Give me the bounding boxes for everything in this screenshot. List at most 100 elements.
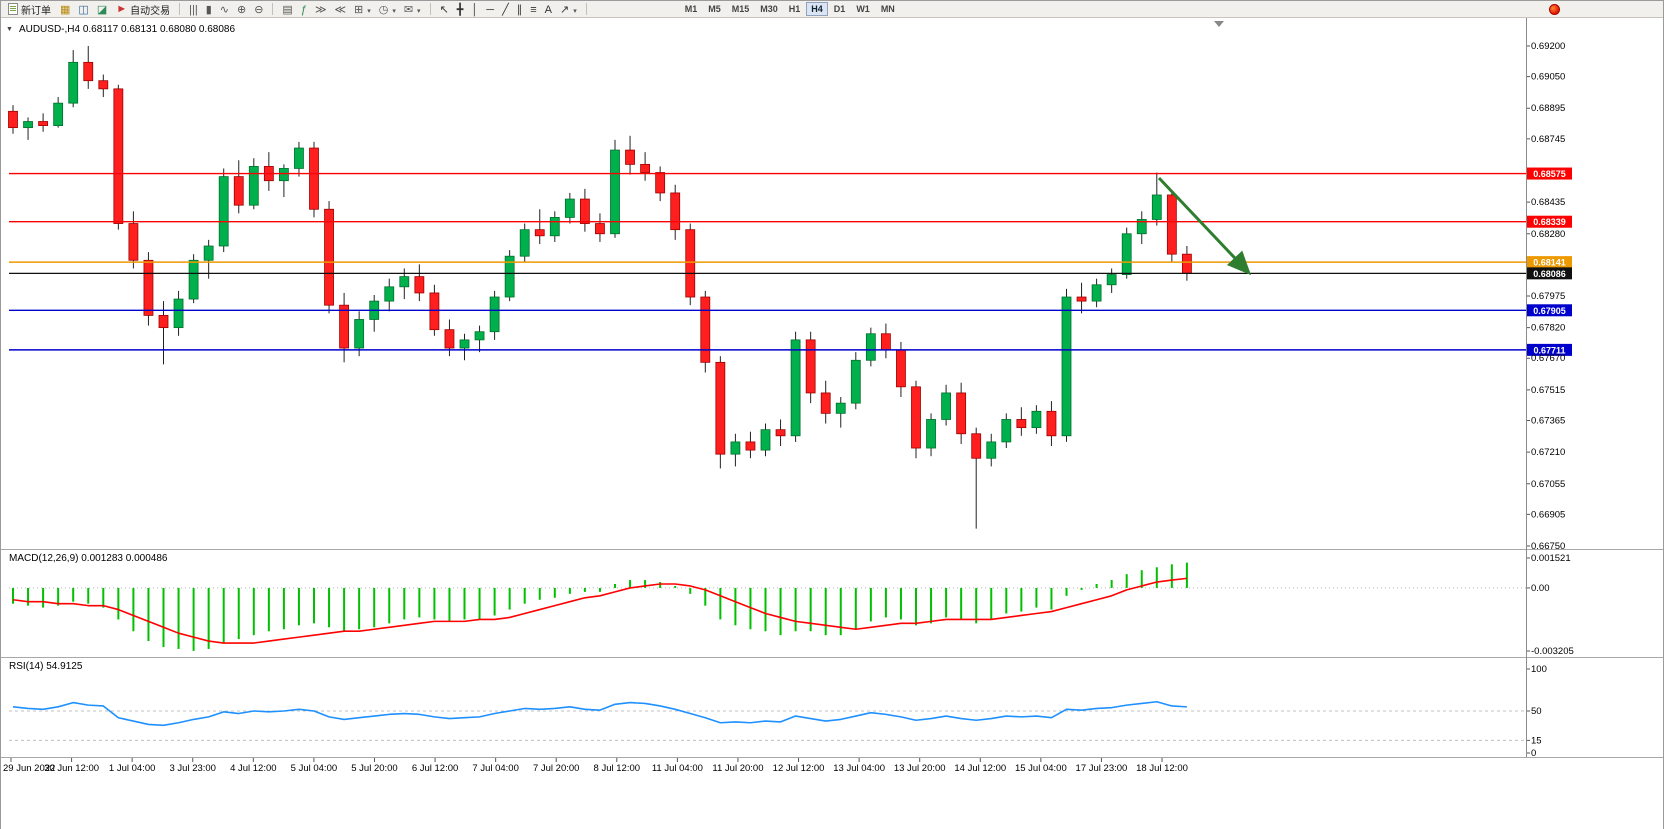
toolbar-separator — [179, 3, 181, 15]
svg-text:6 Jul 12:00: 6 Jul 12:00 — [412, 763, 458, 774]
crosshair-button[interactable]: ╋ — [453, 3, 468, 18]
indicators-button[interactable]: ƒ — [297, 3, 311, 18]
collapse-chart-icon[interactable]: ▼ — [6, 26, 13, 33]
price-badge-0.67905 — [1527, 304, 1572, 317]
line-chart-button[interactable]: ∿ — [216, 3, 233, 18]
svg-text:17 Jul 23:00: 17 Jul 23:00 — [1076, 763, 1128, 774]
vertical-line-button[interactable]: │ — [467, 3, 482, 18]
toolbar-separator — [429, 3, 431, 15]
time-axis[interactable] — [1, 757, 1663, 783]
arrows-caret-icon[interactable]: ▾ — [573, 7, 577, 15]
svg-text:100: 100 — [1531, 664, 1547, 675]
macd-signal-line — [12, 577, 1187, 644]
timeframe-M1-button[interactable]: M1 — [680, 2, 703, 16]
price-axis-column[interactable] — [1526, 18, 1663, 757]
svg-text:0.67975: 0.67975 — [1531, 291, 1565, 302]
price-axis[interactable]: 0.69200 0.69050 0.68895 0.68745 0.68435 0.682… — [1526, 41, 1565, 552]
svg-text:11 Jul 20:00: 11 Jul 20:00 — [712, 763, 763, 774]
templates-caret-icon[interactable]: ▾ — [367, 7, 371, 15]
svg-text:0.68895: 0.68895 — [1531, 103, 1565, 114]
data-window-button[interactable]: ◫ — [74, 3, 92, 18]
text-icon: A — [544, 4, 552, 16]
zoom-in-icon: ⊕ — [236, 4, 247, 16]
svg-text:0.69050: 0.69050 — [1531, 72, 1565, 83]
tile-windows-icon: ▤ — [282, 4, 293, 16]
svg-text:0.67820: 0.67820 — [1531, 323, 1565, 334]
rsi-panel[interactable] — [1, 658, 1526, 757]
main-chart-plot[interactable] — [1, 18, 1526, 549]
toolbar-right — [1549, 3, 1560, 15]
chart-area[interactable]: 0.68575 0.68339 0.68141 0.68086 0.67905 0.677… — [1, 18, 1663, 829]
crosshair-icon: ╋ — [456, 4, 464, 16]
macd-panel[interactable] — [1, 550, 1526, 657]
rsi-line — [12, 700, 1187, 727]
fibonacci-button[interactable]: ≡ — [526, 3, 540, 18]
tile-windows-button[interactable]: ▤ — [278, 3, 296, 18]
templates-icon: ⊞ — [353, 4, 364, 16]
navigator-button[interactable]: ◪ — [93, 3, 111, 18]
chart-shift-button[interactable]: ≪ — [330, 3, 350, 18]
svg-text:0.68086: 0.68086 — [1533, 269, 1566, 279]
trend-arrow[interactable] — [1157, 176, 1252, 276]
alerts-mail-button[interactable]: ✉ ▾ — [400, 3, 425, 18]
cursor-button[interactable]: ↖ — [436, 3, 453, 18]
svg-text:0.68339: 0.68339 — [1533, 217, 1566, 227]
timeframe-W1-button[interactable]: W1 — [851, 2, 875, 16]
new-order-button[interactable]: 新订单 — [4, 2, 55, 17]
svg-text:29 Jun 2022: 29 Jun 2022 — [3, 763, 55, 774]
svg-text:50: 50 — [1531, 706, 1542, 717]
price-badge-0.68575 — [1527, 167, 1572, 180]
templates-button[interactable]: ⊞ ▾ — [350, 3, 375, 18]
auto-scroll-button[interactable]: ≫ — [311, 3, 331, 18]
bar-chart-button[interactable]: ||| — [185, 3, 202, 18]
horizontal-line-button[interactable]: ─ — [482, 3, 498, 18]
trendline-button[interactable]: ╱ — [498, 3, 513, 18]
timeframe-H4-button[interactable]: H4 — [806, 2, 828, 16]
svg-text:12 Jul 12:00: 12 Jul 12:00 — [773, 763, 825, 774]
zoom-out-button[interactable]: ⊖ — [250, 3, 267, 18]
auto-trading-label: 自动交易 — [130, 5, 171, 17]
svg-text:0.67365: 0.67365 — [1531, 415, 1565, 426]
timeframe-D1-button[interactable]: D1 — [829, 2, 851, 16]
timeframe-M30-button[interactable]: M30 — [755, 2, 783, 16]
timeframe-MN-button[interactable]: MN — [876, 2, 900, 16]
auto-trading-button[interactable]: ► 自动交易 — [112, 2, 174, 17]
alert-icon[interactable] — [1549, 3, 1560, 15]
equidistant-channel-button[interactable]: ∥ — [513, 3, 527, 18]
text-button[interactable]: A — [541, 3, 556, 18]
macd-label: MACD(12,26,9) 0.001283 0.000486 — [9, 553, 168, 564]
svg-text:0.68280: 0.68280 — [1531, 229, 1565, 240]
chart-shift-icon: ≪ — [334, 4, 346, 16]
indicators-icon: ƒ — [300, 4, 307, 16]
toolbar-group-objects: ↖ ╋ │ ─ ╱ ∥ ≡ A ↗ ▾ — [436, 0, 581, 18]
horizontal-line-icon: ─ — [486, 4, 495, 16]
toolbar-group-left: ▦ ◫ ◪ — [56, 0, 111, 18]
arrows-button[interactable]: ↗ ▾ — [556, 3, 581, 18]
chart-shift-marker-icon[interactable] — [1214, 21, 1224, 27]
chart-title: ▼ AUDUSD-,H4 0.68117 0.68131 0.68080 0.6… — [6, 24, 235, 35]
svg-text:0: 0 — [1531, 748, 1536, 759]
periods-button[interactable]: ◷ ▾ — [375, 3, 400, 18]
periods-caret-icon[interactable]: ▾ — [392, 7, 396, 15]
timeframe-M5-button[interactable]: M5 — [703, 2, 726, 16]
vertical-line-icon: │ — [471, 4, 479, 16]
svg-text:0.67670: 0.67670 — [1531, 353, 1565, 364]
svg-text:3 Jul 23:00: 3 Jul 23:00 — [169, 763, 215, 774]
data-window-icon: ◫ — [78, 4, 89, 16]
timeframe-M15-button[interactable]: M15 — [727, 2, 755, 16]
svg-text:11 Jul 04:00: 11 Jul 04:00 — [652, 763, 703, 774]
market-watch-button[interactable]: ▦ — [56, 3, 74, 18]
svg-text:5 Jul 04:00: 5 Jul 04:00 — [291, 763, 337, 774]
price-badge-0.68141 — [1527, 256, 1572, 269]
timeframe-H1-button[interactable]: H1 — [784, 2, 806, 16]
svg-text:0.67905: 0.67905 — [1533, 306, 1566, 316]
timeframe-toolbar: M1 M5 M15 M30 H1 H4 D1 W1 MN — [680, 2, 900, 16]
periods-icon: ◷ — [378, 4, 389, 16]
zoom-in-button[interactable]: ⊕ — [233, 3, 250, 18]
candlestick-chart-button[interactable]: ▮ — [202, 3, 216, 18]
svg-text:7 Jul 20:00: 7 Jul 20:00 — [533, 763, 579, 774]
alerts-mail-caret-icon[interactable]: ▾ — [417, 7, 421, 15]
